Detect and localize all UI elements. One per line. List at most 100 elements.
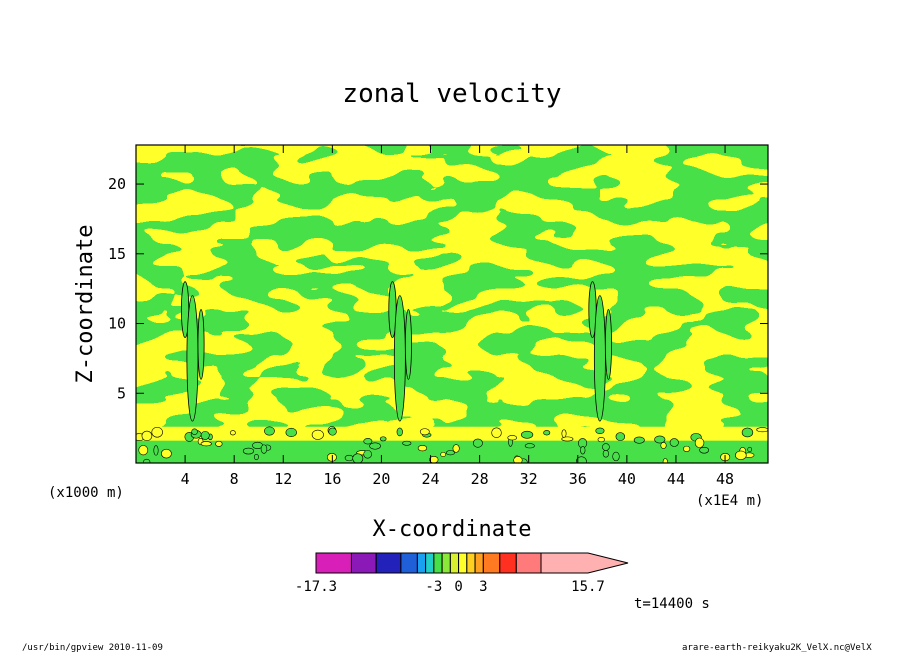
colorbar-label: -17.3	[295, 579, 337, 595]
colorbar-labels: -17.3 -3 0 3 15.7	[295, 579, 605, 595]
surface-blob	[735, 450, 747, 460]
x-tick-label: 32	[520, 470, 538, 488]
surface-blob	[253, 454, 259, 461]
x-tick-label: 20	[372, 470, 390, 488]
y-axis-label: Z-coordinate	[73, 225, 98, 384]
surface-blob	[445, 450, 455, 456]
x-tick-label: 40	[618, 470, 636, 488]
surface-blob	[683, 445, 691, 453]
x-axis-label: X-coordinate	[373, 517, 532, 542]
surface-blob	[417, 445, 428, 452]
colorbar-segment	[350, 552, 377, 574]
vortex-contour	[197, 309, 205, 380]
colorbar-label: 3	[479, 579, 487, 595]
plot-area	[136, 145, 768, 463]
colorbar-segment	[515, 552, 542, 574]
colorbar-segment	[425, 552, 435, 574]
x-tick-label: 4	[181, 470, 190, 488]
colorbar-label: 0	[454, 579, 462, 595]
x-tick-label: 28	[471, 470, 489, 488]
colorbar-segment	[433, 552, 443, 574]
colorbar-segment	[458, 552, 468, 574]
colorbar-segment	[400, 552, 418, 574]
surface-blob	[191, 428, 198, 436]
surface-blob	[215, 440, 223, 447]
footer-right: arare-earth-reikyaku2K_VelX.nc@VelX	[682, 643, 872, 653]
surface-blob	[491, 427, 502, 438]
surface-blob	[520, 430, 534, 439]
surface-blob	[524, 443, 535, 449]
surface-blob	[472, 438, 483, 448]
colorbar-segment	[375, 552, 402, 574]
surface-blob	[602, 449, 609, 458]
y-tick-label: 20	[108, 175, 126, 193]
surface-blob	[352, 453, 364, 463]
surface-blob	[396, 427, 403, 437]
plot-frame	[135, 144, 769, 464]
surface-blob	[429, 455, 439, 463]
vortex-contour	[404, 309, 412, 380]
y-tick-label: 5	[117, 384, 126, 402]
surface-blob	[142, 458, 151, 463]
surface-blob	[363, 438, 373, 445]
x-tick-label: 44	[667, 470, 685, 488]
surface-blob	[419, 428, 430, 436]
x-tick-label: 12	[274, 470, 292, 488]
surface-blob	[369, 442, 381, 450]
surface-blob	[669, 438, 679, 447]
colorbar-label: 15.7	[571, 579, 605, 595]
colorbar-segment	[474, 552, 484, 574]
surface-blob	[699, 446, 710, 454]
x-tick-label: 36	[569, 470, 587, 488]
surface-blob	[662, 458, 668, 463]
surface-blob	[440, 451, 446, 457]
surface-blob	[615, 432, 626, 441]
surface-blob	[200, 441, 212, 447]
vortex-contour	[186, 295, 199, 422]
surface-blob	[402, 440, 412, 446]
footer-left: /usr/bin/gpview 2010-11-09	[22, 643, 163, 653]
surface-blob	[379, 436, 387, 442]
surface-blob	[452, 444, 460, 453]
surface-blob	[507, 435, 518, 441]
surface-blob	[561, 436, 574, 442]
surface-blob	[576, 456, 587, 463]
yellow-regions	[136, 145, 768, 435]
y-tick-label: 10	[108, 315, 126, 333]
surface-blob	[153, 445, 159, 456]
surface-blob	[756, 427, 768, 433]
surface-blob	[513, 456, 523, 463]
colorbar-segment	[499, 552, 517, 574]
surface-blob	[161, 448, 172, 459]
surface-blob	[694, 437, 705, 448]
surface-blob	[311, 429, 324, 440]
surface-layer	[136, 426, 768, 463]
surface-blob	[285, 427, 297, 437]
y-unit-label: (x1000 m)	[48, 485, 124, 501]
x-tick-label: 48	[716, 470, 734, 488]
surface-blob	[597, 437, 605, 443]
x-tick-label: 8	[230, 470, 239, 488]
colorbar-segment	[540, 552, 629, 574]
surface-blob	[260, 444, 268, 454]
colorbar-segment	[441, 552, 451, 574]
surface-blob	[264, 426, 275, 436]
colorbar-segment	[482, 552, 501, 574]
surface-blob	[633, 436, 645, 444]
y-tick-label: 15	[108, 245, 126, 263]
surface-blob	[344, 454, 354, 462]
surface-blob	[595, 427, 605, 434]
colorbar-segment	[315, 552, 352, 574]
surface-blob	[141, 430, 153, 442]
surface-blob	[138, 445, 149, 456]
surface-blob	[151, 426, 163, 438]
surface-blob	[660, 442, 667, 449]
x-tick-label: 24	[421, 470, 439, 488]
y-axis-ticks: 5 10 15 20	[108, 175, 768, 402]
colorbar-segment	[449, 552, 460, 574]
x-unit-label: (x1E4 m)	[696, 493, 763, 509]
x-axis-ticks: 4 8 12 16 20 24 28 32 36 40 44 48	[181, 145, 734, 488]
surface-blob	[561, 429, 567, 438]
colorbar	[315, 552, 629, 574]
vortex-contour	[393, 295, 406, 422]
